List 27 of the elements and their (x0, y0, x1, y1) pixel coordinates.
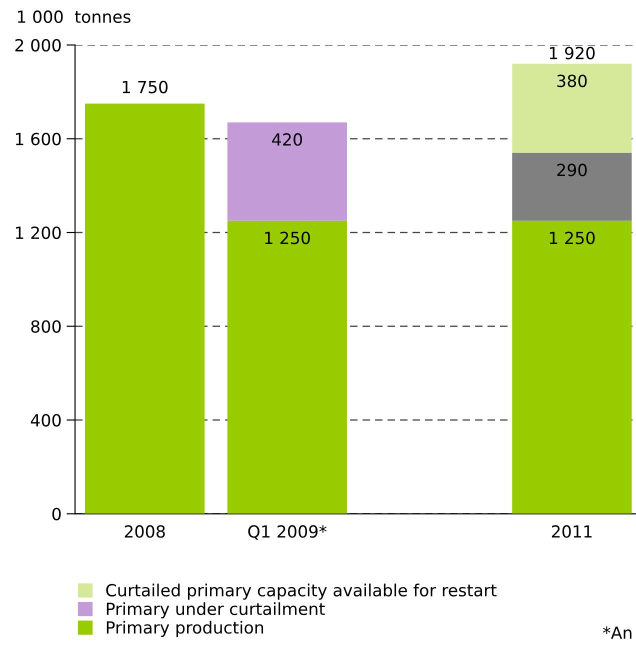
data-label: 380 (557, 74, 587, 88)
data-label: 1 250 (265, 232, 310, 244)
y-tick-label: 800 (31, 320, 61, 333)
x-tick-label: Q1 2009* (248, 525, 327, 540)
bar (512, 152, 632, 221)
bar (512, 64, 632, 153)
bar (85, 104, 205, 514)
legend-label: Curtailed primary capacity available for restart (106, 584, 497, 600)
y-tick-label: 1 600 (16, 132, 61, 146)
y-tick-label: 0 (52, 508, 61, 520)
y-tick-label: 1 200 (16, 226, 61, 240)
data-label: 290 (557, 164, 587, 176)
text: *An (603, 626, 632, 639)
bar (227, 220, 347, 514)
legend-label: Primary production (106, 620, 264, 637)
y-axis-title: 1 000 tonnes (18, 10, 130, 24)
x-tick-label: 2008 (124, 525, 165, 538)
data-label: 420 (272, 133, 302, 146)
total-label: 1 920 (550, 46, 595, 60)
y-tick-label: 400 (30, 414, 61, 427)
data-label: 1 750 (122, 80, 168, 94)
x-tick-label: 2011 (552, 525, 592, 538)
y-tick-label: 2 000 (15, 38, 61, 52)
data-label: 1 250 (550, 232, 595, 244)
bar (512, 220, 632, 514)
bar (227, 122, 347, 221)
legend-label: Primary under curtailment (106, 602, 325, 618)
